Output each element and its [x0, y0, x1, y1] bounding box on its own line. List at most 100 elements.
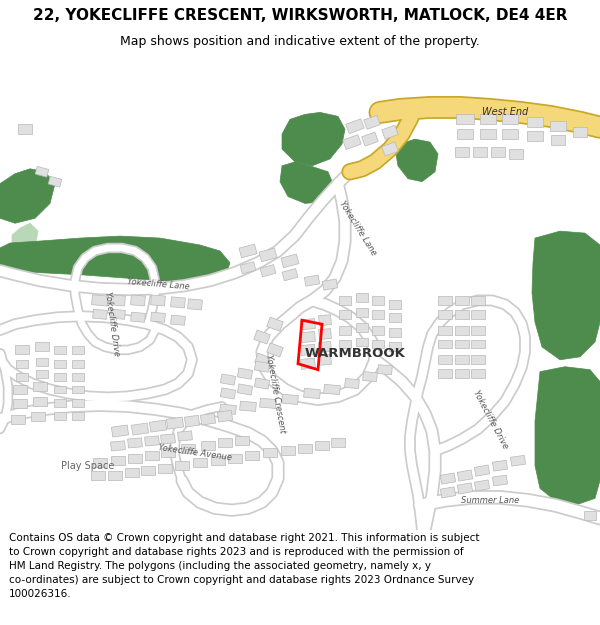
Polygon shape — [217, 411, 233, 422]
Polygon shape — [440, 473, 455, 484]
Polygon shape — [72, 360, 84, 368]
Polygon shape — [304, 275, 320, 286]
Polygon shape — [110, 295, 125, 306]
Polygon shape — [141, 466, 155, 475]
Polygon shape — [356, 308, 368, 317]
Polygon shape — [33, 397, 47, 406]
Polygon shape — [298, 444, 312, 453]
Polygon shape — [339, 296, 351, 305]
Text: Play Space: Play Space — [61, 461, 115, 471]
Polygon shape — [339, 339, 351, 348]
Polygon shape — [319, 341, 331, 352]
Polygon shape — [158, 464, 172, 473]
Polygon shape — [356, 338, 368, 346]
Polygon shape — [91, 471, 105, 480]
Polygon shape — [319, 354, 331, 365]
Polygon shape — [31, 412, 45, 421]
Polygon shape — [389, 328, 401, 336]
Polygon shape — [438, 339, 452, 348]
Polygon shape — [509, 149, 523, 159]
Polygon shape — [193, 458, 207, 467]
Polygon shape — [254, 378, 269, 389]
Polygon shape — [228, 454, 242, 463]
Polygon shape — [389, 312, 401, 322]
Polygon shape — [471, 339, 485, 348]
Polygon shape — [471, 326, 485, 334]
Polygon shape — [33, 382, 47, 391]
Polygon shape — [161, 434, 175, 444]
Polygon shape — [535, 367, 600, 505]
Polygon shape — [151, 312, 166, 322]
Text: Summer Lane: Summer Lane — [461, 496, 519, 505]
Polygon shape — [36, 357, 48, 366]
Polygon shape — [315, 441, 329, 451]
Polygon shape — [301, 344, 316, 356]
Polygon shape — [339, 326, 351, 334]
Polygon shape — [281, 254, 299, 268]
Polygon shape — [54, 346, 66, 354]
Polygon shape — [54, 386, 66, 394]
Polygon shape — [260, 264, 276, 277]
Polygon shape — [13, 399, 27, 408]
Polygon shape — [54, 412, 66, 420]
Polygon shape — [12, 223, 38, 253]
Polygon shape — [473, 147, 487, 157]
Polygon shape — [301, 319, 316, 330]
Polygon shape — [72, 372, 84, 381]
Polygon shape — [455, 356, 469, 364]
Polygon shape — [322, 279, 338, 290]
Text: Yokecliffe Crescent: Yokecliffe Crescent — [263, 354, 286, 433]
Polygon shape — [188, 299, 202, 310]
Polygon shape — [301, 331, 316, 342]
Polygon shape — [382, 142, 398, 156]
Polygon shape — [201, 441, 215, 451]
Polygon shape — [151, 295, 166, 306]
Text: Yokecliffe Drive: Yokecliffe Drive — [471, 388, 509, 450]
Polygon shape — [356, 293, 368, 302]
Polygon shape — [323, 384, 340, 394]
Polygon shape — [254, 353, 269, 366]
Polygon shape — [502, 114, 518, 124]
Polygon shape — [584, 511, 596, 519]
Polygon shape — [128, 438, 142, 448]
Polygon shape — [438, 296, 452, 305]
Polygon shape — [475, 480, 490, 491]
Polygon shape — [471, 356, 485, 364]
Polygon shape — [145, 451, 159, 460]
Polygon shape — [573, 127, 587, 137]
Polygon shape — [16, 372, 28, 381]
Polygon shape — [181, 444, 195, 453]
Polygon shape — [254, 361, 269, 372]
Polygon shape — [301, 358, 316, 369]
Polygon shape — [125, 468, 139, 477]
Polygon shape — [110, 441, 125, 451]
Polygon shape — [457, 483, 473, 494]
Polygon shape — [339, 310, 351, 319]
Polygon shape — [457, 470, 473, 481]
Polygon shape — [131, 312, 145, 322]
Polygon shape — [438, 310, 452, 319]
Polygon shape — [218, 439, 232, 448]
Polygon shape — [532, 231, 600, 360]
Polygon shape — [455, 326, 469, 334]
Polygon shape — [184, 415, 200, 427]
Polygon shape — [455, 147, 469, 157]
Polygon shape — [259, 248, 277, 262]
Polygon shape — [364, 115, 380, 129]
Polygon shape — [16, 360, 28, 368]
Polygon shape — [493, 475, 508, 486]
Polygon shape — [72, 399, 84, 408]
Polygon shape — [149, 420, 167, 432]
Polygon shape — [455, 369, 469, 378]
Polygon shape — [356, 322, 368, 332]
Polygon shape — [200, 413, 215, 425]
Polygon shape — [331, 439, 345, 448]
Polygon shape — [455, 339, 469, 348]
Polygon shape — [471, 369, 485, 378]
Polygon shape — [112, 425, 128, 437]
Polygon shape — [491, 147, 505, 157]
Polygon shape — [239, 401, 256, 411]
Polygon shape — [377, 364, 392, 375]
Polygon shape — [372, 339, 384, 348]
Polygon shape — [438, 369, 452, 378]
